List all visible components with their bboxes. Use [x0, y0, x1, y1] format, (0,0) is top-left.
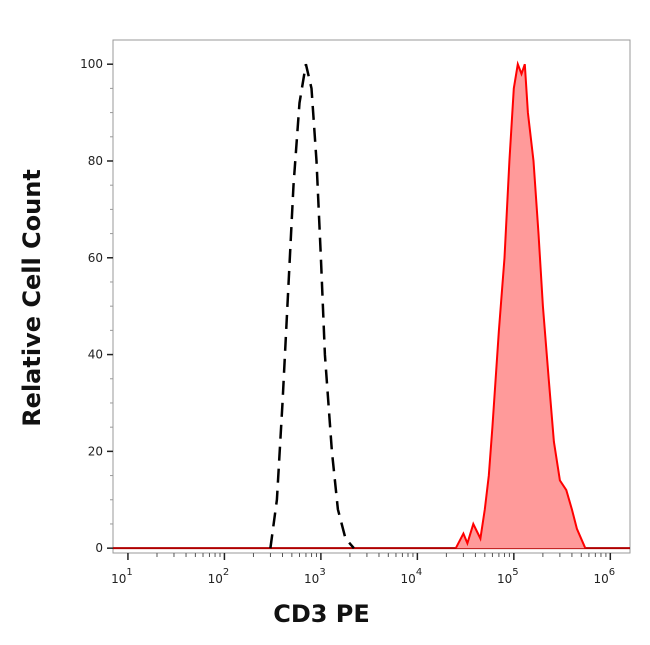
y-tick-label: 80 — [88, 154, 103, 168]
x-tick-label: 104 — [401, 567, 423, 586]
x-axis-label: CD3 PE — [273, 600, 370, 628]
x-tick-label: 101 — [111, 567, 133, 586]
y-tick-label: 60 — [88, 251, 103, 265]
y-tick-label: 40 — [88, 348, 103, 362]
y-axis-label: Relative Cell Count — [18, 169, 46, 427]
x-tick-label: 105 — [497, 567, 519, 586]
x-tick-label: 102 — [208, 567, 230, 586]
y-tick-label: 20 — [88, 444, 103, 458]
series-line-1 — [454, 60, 587, 549]
x-tick-label: 103 — [304, 567, 326, 586]
series-line-0 — [269, 63, 355, 550]
y-tick-label: 0 — [95, 541, 103, 555]
series-area-fill — [455, 64, 586, 549]
plot-frame — [112, 39, 631, 554]
x-tick-label: 106 — [593, 567, 615, 586]
y-tick-label: 100 — [80, 57, 103, 71]
